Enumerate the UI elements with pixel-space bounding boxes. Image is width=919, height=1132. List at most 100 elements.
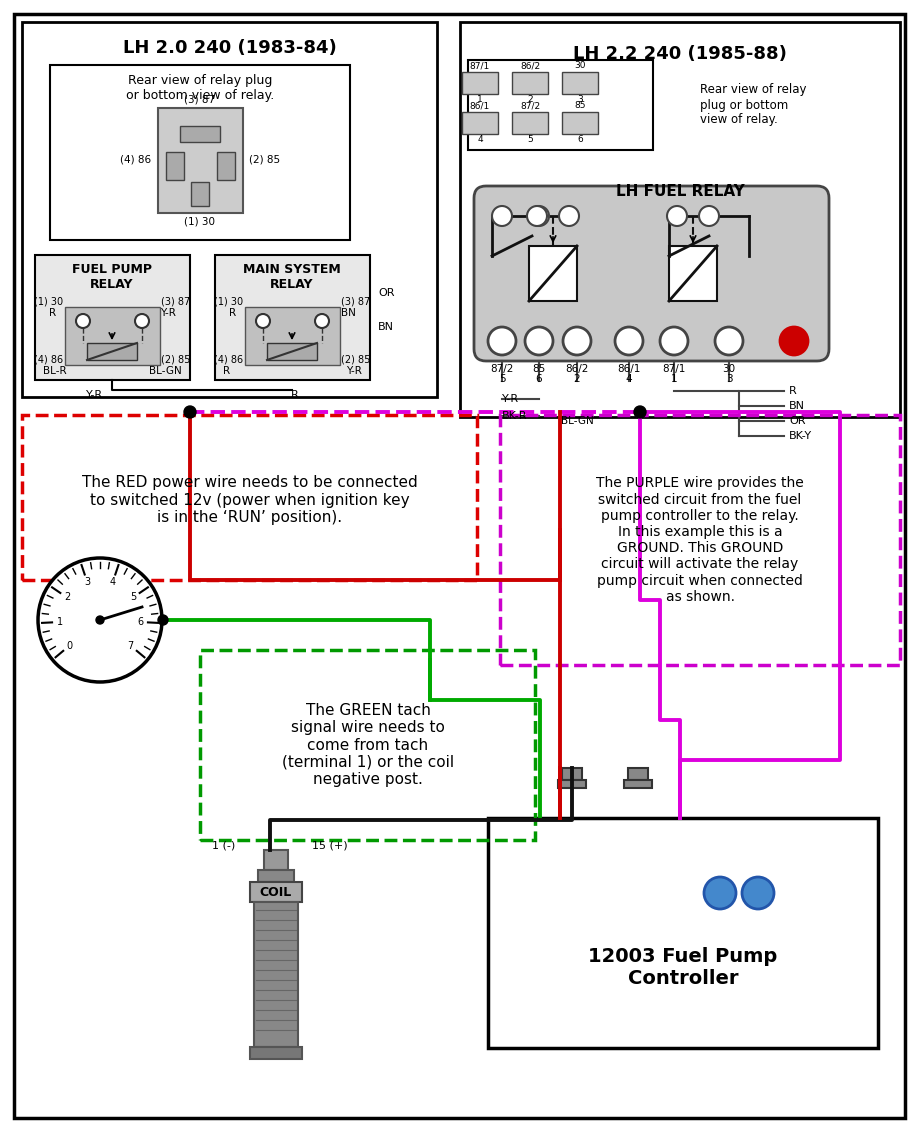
Text: 30: 30	[574, 61, 585, 70]
Text: 87/1: 87/1	[663, 365, 686, 374]
Bar	[468, 60, 653, 151]
Circle shape	[256, 314, 270, 328]
Text: (3) 87: (3) 87	[185, 95, 216, 105]
Text: R: R	[789, 386, 797, 396]
Circle shape	[699, 206, 719, 226]
Circle shape	[158, 615, 168, 625]
Text: 3: 3	[577, 95, 583, 104]
Text: (1) 30: (1) 30	[214, 297, 244, 307]
Text: BL-GN: BL-GN	[149, 366, 182, 376]
Text: 0: 0	[66, 641, 73, 651]
Text: The RED power wire needs to be connected
to switched 12v (power when ignition ke: The RED power wire needs to be connected…	[82, 475, 418, 525]
Bar	[512, 112, 548, 134]
Text: The GREEN tach
signal wire needs to
come from tach
(terminal 1) or the coil
nega: The GREEN tach signal wire needs to come…	[282, 703, 454, 787]
Text: R: R	[291, 391, 299, 400]
Bar	[562, 112, 598, 134]
Text: (4) 86: (4) 86	[214, 355, 244, 365]
Circle shape	[742, 877, 774, 909]
Bar	[558, 780, 586, 788]
Bar	[254, 902, 298, 1047]
Circle shape	[315, 314, 329, 328]
Bar	[250, 882, 302, 902]
Text: 4: 4	[109, 577, 116, 588]
Text: R: R	[229, 308, 236, 318]
Circle shape	[634, 406, 646, 418]
Text: (4) 86: (4) 86	[120, 155, 152, 165]
Text: 12003 Fuel Pump
Controller: 12003 Fuel Pump Controller	[588, 947, 777, 988]
Text: 4: 4	[477, 136, 482, 145]
Text: (1) 30: (1) 30	[34, 297, 63, 307]
Bar	[191, 182, 209, 206]
Text: BK-R: BK-R	[502, 411, 528, 421]
Circle shape	[529, 206, 549, 226]
Bar	[562, 767, 582, 780]
Circle shape	[527, 206, 547, 226]
Text: Y-R: Y-R	[502, 394, 519, 404]
Circle shape	[715, 327, 743, 355]
Text: OR: OR	[789, 415, 805, 426]
Bar	[180, 126, 220, 142]
Circle shape	[135, 314, 149, 328]
Bar	[87, 343, 137, 360]
Bar	[200, 650, 535, 840]
Text: 1 (-): 1 (-)	[211, 840, 235, 850]
Text: LH 2.2 240 (1985-88): LH 2.2 240 (1985-88)	[573, 45, 787, 63]
Text: 2: 2	[63, 592, 70, 602]
Circle shape	[184, 406, 196, 418]
Circle shape	[525, 327, 553, 355]
Text: 87/1: 87/1	[470, 61, 490, 70]
Bar	[669, 246, 717, 301]
Bar	[50, 65, 350, 240]
Text: 87/2: 87/2	[491, 365, 514, 374]
Text: Y-R: Y-R	[346, 366, 362, 376]
Text: 86/2: 86/2	[565, 365, 589, 374]
Text: 1: 1	[57, 617, 63, 627]
Circle shape	[667, 206, 687, 226]
Bar	[166, 152, 184, 180]
Text: (3) 87: (3) 87	[162, 297, 190, 307]
Text: FUEL PUMP
RELAY: FUEL PUMP RELAY	[72, 263, 152, 291]
Bar	[488, 818, 878, 1048]
Circle shape	[780, 327, 808, 355]
Text: BK-Y: BK-Y	[789, 431, 812, 441]
Text: BL-GN: BL-GN	[561, 415, 594, 426]
Bar	[462, 112, 498, 134]
Text: Y-R: Y-R	[160, 308, 176, 318]
Circle shape	[660, 327, 688, 355]
Text: (2) 85: (2) 85	[249, 155, 280, 165]
Bar	[250, 1047, 302, 1060]
Bar	[264, 850, 288, 871]
Text: Rear view of relay plug
or bottom view of relay.: Rear view of relay plug or bottom view o…	[126, 74, 274, 102]
Text: COIL: COIL	[260, 885, 292, 899]
Bar	[258, 871, 294, 882]
Text: 5: 5	[528, 136, 533, 145]
Circle shape	[615, 327, 643, 355]
Circle shape	[563, 327, 591, 355]
Bar	[22, 415, 477, 580]
Text: LH FUEL RELAY: LH FUEL RELAY	[616, 185, 744, 199]
Bar	[35, 255, 190, 380]
Bar	[628, 767, 648, 780]
Bar	[65, 307, 160, 365]
Text: (4) 86: (4) 86	[34, 355, 63, 365]
Text: 15 (+): 15 (+)	[312, 840, 347, 850]
Text: (1) 30: (1) 30	[185, 216, 215, 226]
Circle shape	[492, 206, 512, 226]
Text: 6: 6	[137, 617, 143, 627]
Text: 6: 6	[577, 136, 583, 145]
Text: R: R	[49, 308, 56, 318]
Bar	[500, 415, 900, 664]
Bar	[267, 343, 317, 360]
Text: 5: 5	[130, 592, 136, 602]
FancyBboxPatch shape	[474, 186, 829, 361]
Bar	[624, 780, 652, 788]
Bar	[215, 255, 370, 380]
Text: 6: 6	[536, 374, 542, 384]
Text: 87/2: 87/2	[520, 102, 540, 111]
Text: 85: 85	[532, 365, 546, 374]
Circle shape	[76, 314, 90, 328]
Text: 1: 1	[477, 95, 482, 104]
Text: Y-R: Y-R	[86, 391, 104, 400]
Bar	[462, 72, 498, 94]
Text: The PURPLE wire provides the
switched circuit from the fuel
pump controller to t: The PURPLE wire provides the switched ci…	[596, 477, 804, 603]
